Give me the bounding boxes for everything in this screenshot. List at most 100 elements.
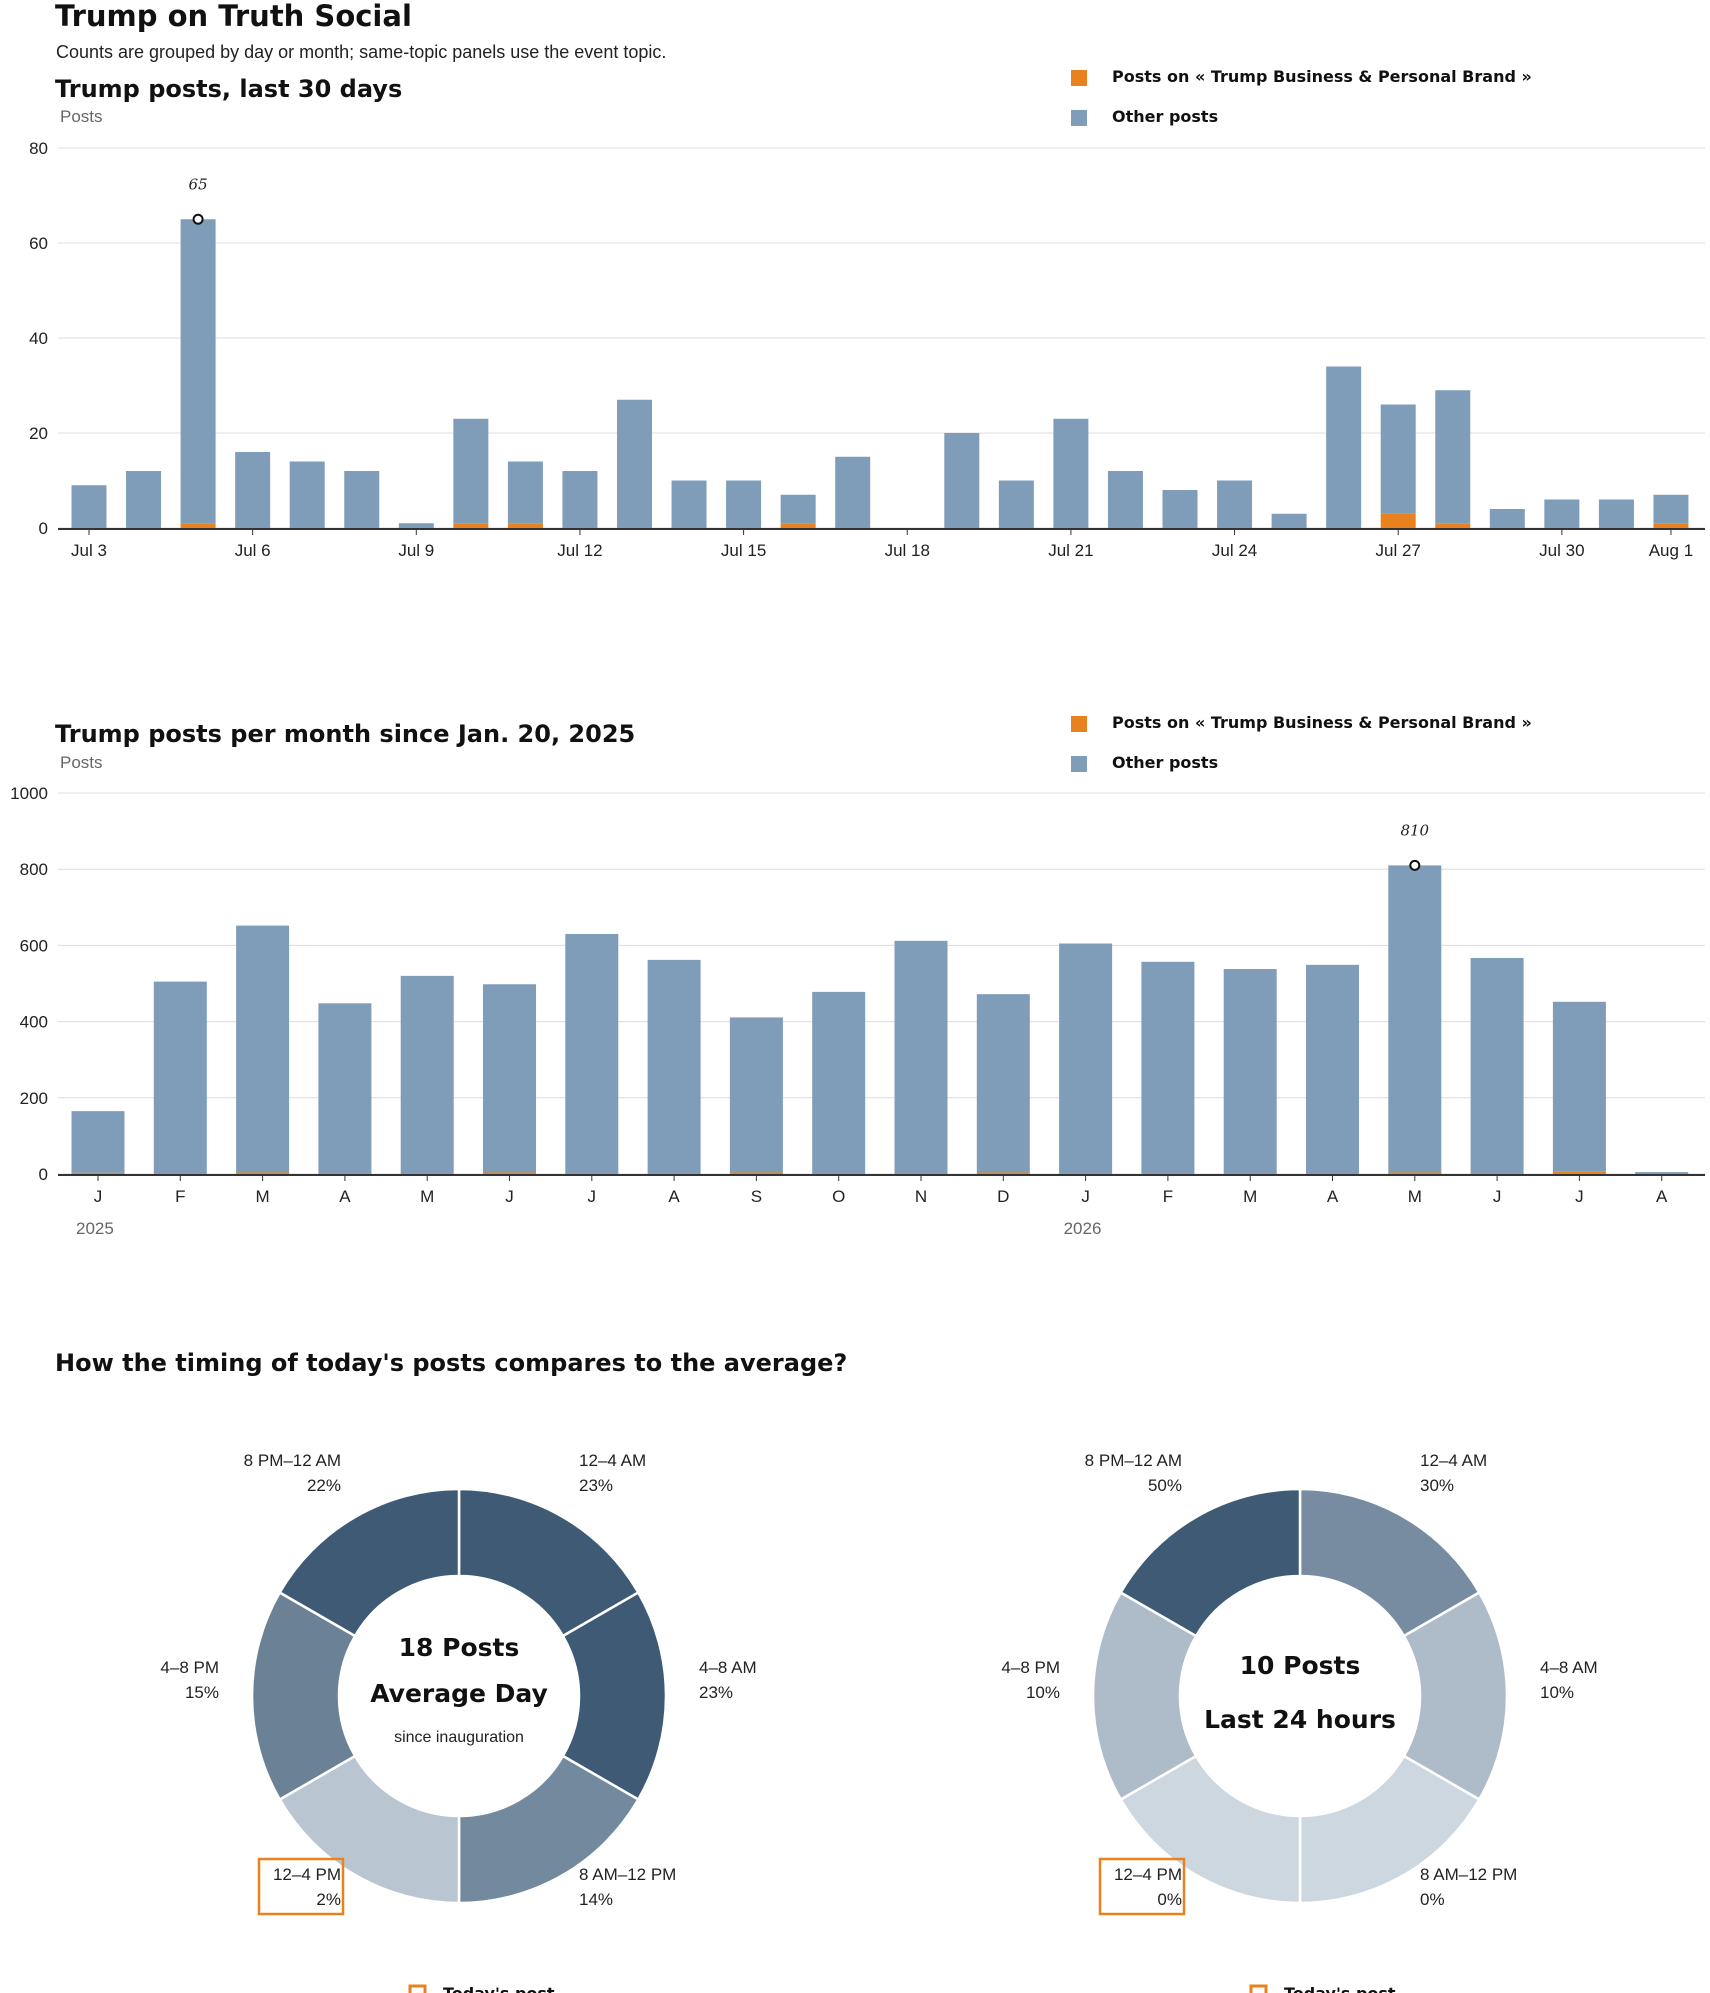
y-tick-label: 0 [39, 519, 48, 538]
bar-other-posts [894, 940, 948, 1174]
slice-time-label: 4–8 PM [160, 1658, 219, 1677]
last-24-hours-donut: 12–4 AM 30% 4–8 AM 10% 8 AM–12 PM 0% 12–4 PM 0%… [1001, 1451, 1598, 1993]
x-tick-label: D [997, 1187, 1009, 1206]
donut-slice [1119, 1487, 1302, 1638]
bar-topic-posts [71, 1172, 125, 1174]
daily-chart-title: Trump posts, last 30 days [55, 75, 402, 103]
x-tick-label: N [915, 1187, 927, 1206]
slice-time-label: 12–4 AM [579, 1451, 646, 1470]
today-post-legend-swatch [408, 1984, 427, 1993]
legend-swatch-topic [1071, 70, 1087, 86]
x-tick-label: Jul 15 [721, 541, 766, 560]
bar-other-posts [1489, 509, 1525, 528]
y-tick-label: 200 [20, 1089, 48, 1108]
x-tick-label: S [751, 1187, 762, 1206]
legend-label-other: Other posts [1112, 753, 1218, 772]
slice-time-label: 8 PM–12 AM [244, 1451, 341, 1470]
page-title: Trump on Truth Social [55, 0, 412, 33]
x-tick-label: F [1163, 1187, 1173, 1206]
x-tick-label: Jul 9 [398, 541, 434, 560]
bar-other-posts [1635, 1172, 1689, 1174]
bar-other-posts [1107, 471, 1143, 528]
bar-other-posts [729, 1017, 783, 1173]
y-tick-label: 20 [29, 424, 48, 443]
bar-other-posts [562, 471, 598, 528]
bar-other-posts [835, 456, 871, 528]
peak-marker [192, 213, 204, 225]
x-tick-label: A [339, 1187, 351, 1206]
bar-other-posts [398, 523, 434, 528]
peak-value-label: 810 [1400, 821, 1429, 839]
bar-other-posts [1162, 490, 1198, 528]
bar-other-posts [1059, 943, 1113, 1174]
legend-swatch-topic [1071, 716, 1087, 732]
bar-other-posts [344, 471, 380, 528]
y-tick-label: 0 [39, 1165, 48, 1184]
bar-other-posts [1271, 513, 1307, 528]
daily-posts-chart: Trump posts, last 30 days Posts Posts on… [29, 67, 1705, 560]
legend-label-topic: Posts on « Trump Business & Personal Bra… [1112, 67, 1532, 86]
x-tick-label: Jul 3 [71, 541, 107, 560]
bar-other-posts [812, 991, 866, 1174]
slice-percent-label: 10% [1540, 1683, 1574, 1702]
today-post-legend-swatch [1249, 1984, 1268, 1993]
monthly-posts-chart: Trump posts per month since Jan. 20, 202… [10, 713, 1705, 1238]
x-tick-label: Jul 18 [885, 541, 930, 560]
monthly-chart-title: Trump posts per month since Jan. 20, 202… [55, 720, 635, 748]
bar-other-posts [289, 461, 325, 528]
x-tick-label: O [832, 1187, 845, 1206]
slice-time-label: 8 AM–12 PM [579, 1865, 676, 1884]
bar-topic-posts [780, 523, 816, 528]
bar-other-posts [1306, 964, 1359, 1174]
x-tick-label: J [505, 1187, 514, 1206]
bar-other-posts [1217, 480, 1253, 528]
legend-swatch-other [1071, 110, 1087, 126]
bar-topic-posts [1380, 513, 1416, 528]
x-tick-label: Jul 21 [1048, 541, 1093, 560]
x-tick-label: Jul 30 [1539, 541, 1584, 560]
bar-other-posts [1380, 404, 1416, 514]
legend-label-topic: Posts on « Trump Business & Personal Bra… [1112, 713, 1532, 732]
bar-other-posts [71, 1111, 125, 1173]
x-tick-label: Jul 6 [235, 541, 271, 560]
donut-center-caption: Average Day [370, 1679, 548, 1708]
slice-percent-label: 0% [1157, 1890, 1182, 1909]
donut-center-count: 10 Posts [1240, 1651, 1361, 1680]
legend-label-other: Other posts [1112, 107, 1218, 126]
x-tick-label: Aug 1 [1649, 541, 1693, 560]
y-tick-label: 800 [20, 860, 48, 879]
bar-topic-posts [729, 1172, 783, 1174]
donut-slice [457, 1487, 640, 1638]
bar-other-posts [671, 480, 707, 528]
today-post-legend-label: Today's post [443, 1984, 555, 1993]
x-tick-label: A [1656, 1187, 1668, 1206]
bar-other-posts [1653, 494, 1689, 524]
bar-topic-posts [1388, 1172, 1442, 1174]
bar-topic-posts [180, 523, 216, 528]
slice-time-label: 8 PM–12 AM [1085, 1451, 1182, 1470]
page-subtitle: Counts are grouped by day or month; same… [56, 42, 666, 62]
donut-center-note: since inauguration [394, 1729, 524, 1746]
slice-time-label: 4–8 PM [1001, 1658, 1060, 1677]
donut-slice [1119, 1754, 1302, 1905]
slice-percent-label: 23% [579, 1476, 613, 1495]
x-tick-label: M [420, 1187, 434, 1206]
donut-slice [1091, 1590, 1198, 1802]
today-highlight-box [1098, 1857, 1186, 1916]
x-tick-label: J [1493, 1187, 1502, 1206]
peak-value-label: 65 [189, 175, 208, 193]
slice-percent-label: 0% [1420, 1890, 1445, 1909]
x-tick-label: A [1327, 1187, 1339, 1206]
bar-other-posts [483, 984, 536, 1173]
bar-other-posts [71, 485, 107, 528]
y-tick-label: 1000 [10, 784, 48, 803]
bar-other-posts [976, 994, 1030, 1173]
bar-topic-posts [453, 523, 489, 528]
slice-percent-label: 2% [316, 1890, 341, 1909]
x-tick-label: F [175, 1187, 185, 1206]
y-tick-label: 60 [29, 234, 48, 253]
slice-time-label: 12–4 PM [1114, 1865, 1182, 1884]
donut-slice [250, 1590, 357, 1802]
slice-time-label: 4–8 AM [699, 1658, 757, 1677]
